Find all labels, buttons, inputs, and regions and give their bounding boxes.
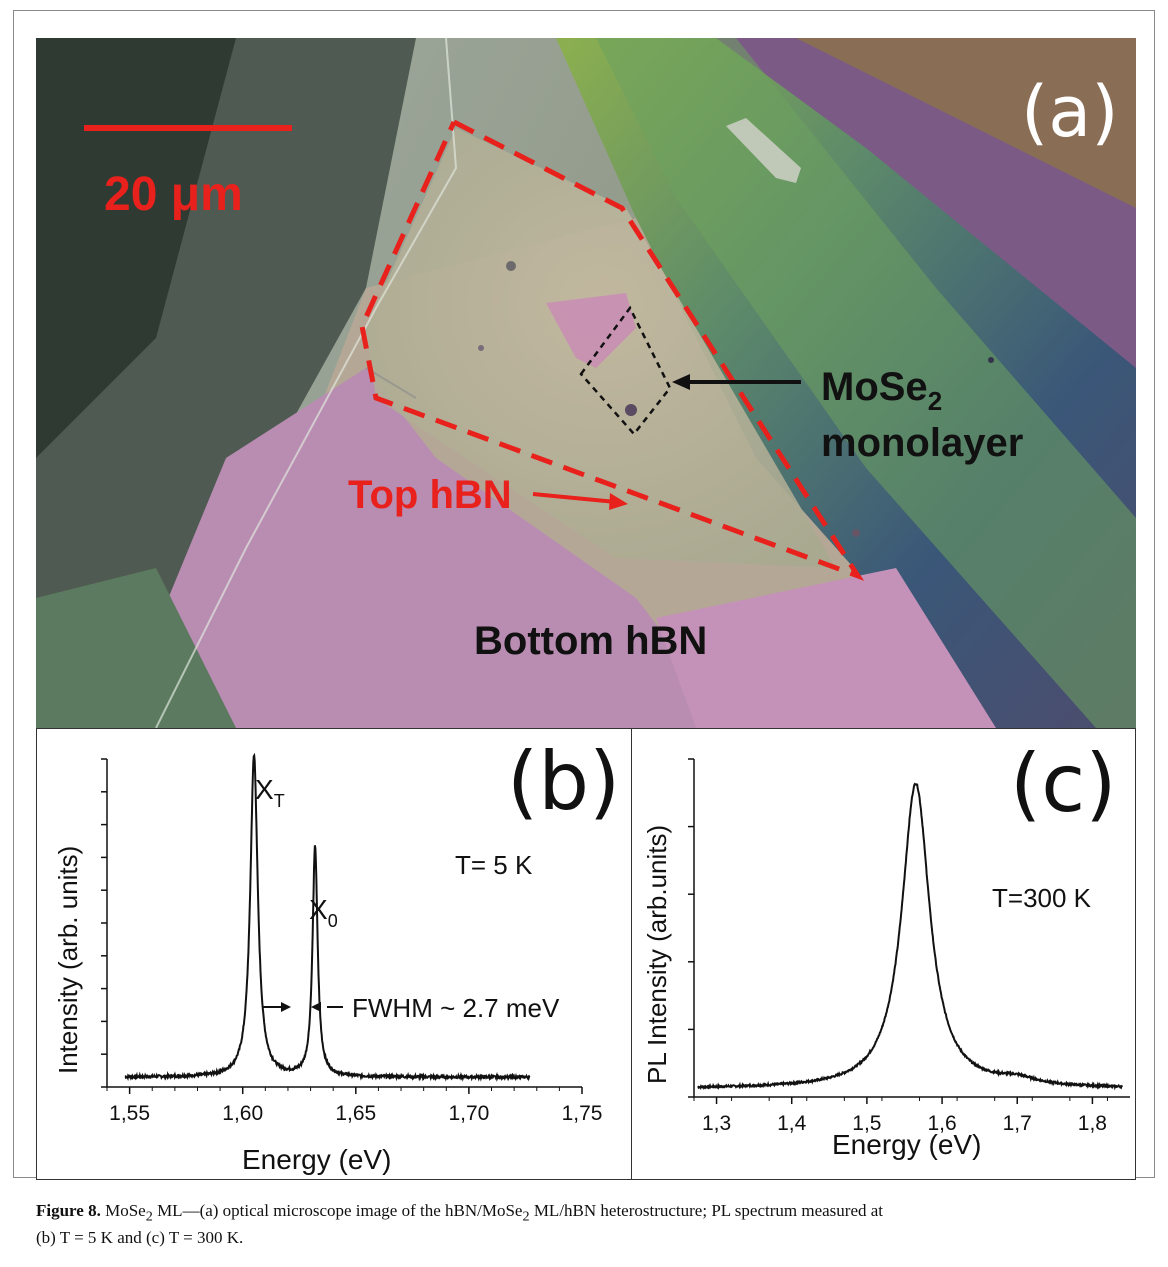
spectrum-line-b (124, 752, 531, 1082)
panel-label-a: (a) (1021, 71, 1119, 153)
x-tick-label: 1,6 (927, 1112, 956, 1135)
peak-label-xt: XT (255, 774, 285, 811)
panel-label-b: (b) (507, 735, 620, 828)
x-tick-label: 1,65 (335, 1102, 376, 1125)
x-tick-label: 1,60 (222, 1102, 263, 1125)
x-axis-label-c: Energy (eV) (832, 1129, 981, 1160)
x-tick-label: 1,3 (702, 1112, 731, 1135)
bottom-hbn-label: Bottom hBN (474, 619, 707, 663)
peak-label-x0: X0 (309, 894, 338, 931)
caption-line-1: Figure 8. MoSe2 ML—(a) optical microscop… (36, 1200, 1136, 1227)
fwhm-arrows (263, 1002, 343, 1012)
microscope-image: 20 μm (a) MoSe2 monolayer Top hBN Bottom… (36, 38, 1136, 728)
fwhm-label: FWHM ~ 2.7 meV (352, 993, 560, 1023)
x-tick-label: 1,7 (1003, 1112, 1032, 1135)
caption-text-1: MoSe (100, 1201, 146, 1220)
monolayer-outline (579, 305, 672, 436)
temperature-label-b: T= 5 K (455, 850, 533, 880)
top-hbn-arrow (532, 492, 617, 504)
scale-bar-label: 20 μm (104, 168, 243, 221)
caption-sub-2: 2 (522, 1208, 530, 1225)
x-tick-label: 1,5 (852, 1112, 881, 1135)
spectrum-line-c (697, 782, 1123, 1091)
caption-text-3: ML/hBN heterostructure; PL spectrum meas… (529, 1201, 884, 1220)
temperature-label-c: T=300 K (992, 883, 1092, 913)
panel-label-c: (c) (1010, 737, 1116, 830)
x-tick-label: 1,70 (448, 1102, 489, 1125)
caption-text-2: ML—(a) optical microscope image of the h… (152, 1201, 523, 1220)
chart-panel-b: 1,55 1,60 1,65 1,70 1,75 (b) XT X0 T= 5 K FW… (36, 728, 632, 1180)
caption-line-2: (b) T = 5 K and (c) T = 300 K. (36, 1228, 244, 1248)
top-hbn-outline (359, 119, 865, 581)
caption-label: Figure 8. (36, 1201, 101, 1220)
x-tick-label: 1,75 (562, 1102, 603, 1125)
monolayer-label: MoSe2 (821, 365, 942, 416)
caption-sub-1: 2 (145, 1208, 153, 1225)
y-axis-label-c: PL Intensity (arb.units) (642, 825, 672, 1084)
x-tick-label: 1,4 (777, 1112, 807, 1135)
monolayer-label-line2: monolayer (821, 421, 1023, 465)
y-axis-label-b: Intensity (arb. units) (53, 846, 83, 1074)
figure-caption: Figure 8. MoSe2 ML—(a) optical microscop… (36, 1200, 1136, 1248)
x-tick-label: 1,55 (109, 1102, 150, 1125)
x-tick-label: 1,8 (1078, 1112, 1107, 1135)
top-hbn-label: Top hBN (348, 473, 512, 517)
x-axis-label-b: Energy (eV) (242, 1144, 391, 1175)
chart-panel-c: 1,3 1,4 1,5 1,6 1,7 1,8 (c) T=300 K PL Intens… (631, 728, 1136, 1180)
